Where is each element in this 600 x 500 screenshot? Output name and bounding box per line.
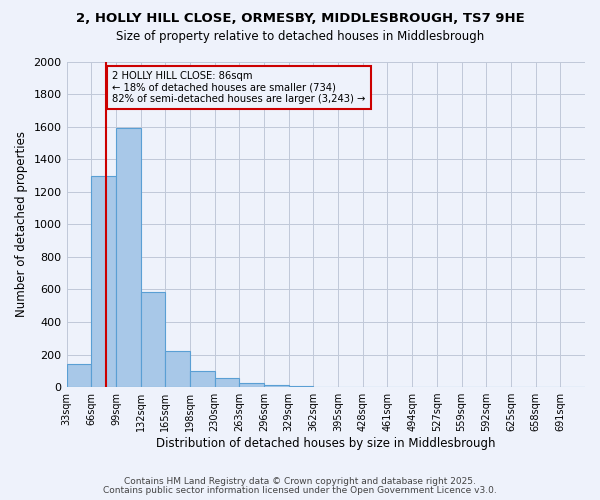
Text: 2 HOLLY HILL CLOSE: 86sqm
← 18% of detached houses are smaller (734)
82% of semi: 2 HOLLY HILL CLOSE: 86sqm ← 18% of detac… — [112, 72, 365, 104]
Bar — [116, 128, 140, 387]
Bar — [215, 378, 239, 387]
Text: Contains public sector information licensed under the Open Government Licence v3: Contains public sector information licen… — [103, 486, 497, 495]
Bar — [165, 352, 190, 387]
Text: 2, HOLLY HILL CLOSE, ORMESBY, MIDDLESBROUGH, TS7 9HE: 2, HOLLY HILL CLOSE, ORMESBY, MIDDLESBRO… — [76, 12, 524, 26]
Bar — [264, 386, 289, 387]
Bar — [67, 364, 91, 387]
Y-axis label: Number of detached properties: Number of detached properties — [15, 132, 28, 318]
X-axis label: Distribution of detached houses by size in Middlesbrough: Distribution of detached houses by size … — [156, 437, 496, 450]
Bar — [140, 292, 165, 387]
Bar — [239, 383, 264, 387]
Text: Contains HM Land Registry data © Crown copyright and database right 2025.: Contains HM Land Registry data © Crown c… — [124, 477, 476, 486]
Text: Size of property relative to detached houses in Middlesbrough: Size of property relative to detached ho… — [116, 30, 484, 43]
Bar — [190, 371, 215, 387]
Bar — [289, 386, 313, 387]
Bar — [91, 176, 116, 387]
